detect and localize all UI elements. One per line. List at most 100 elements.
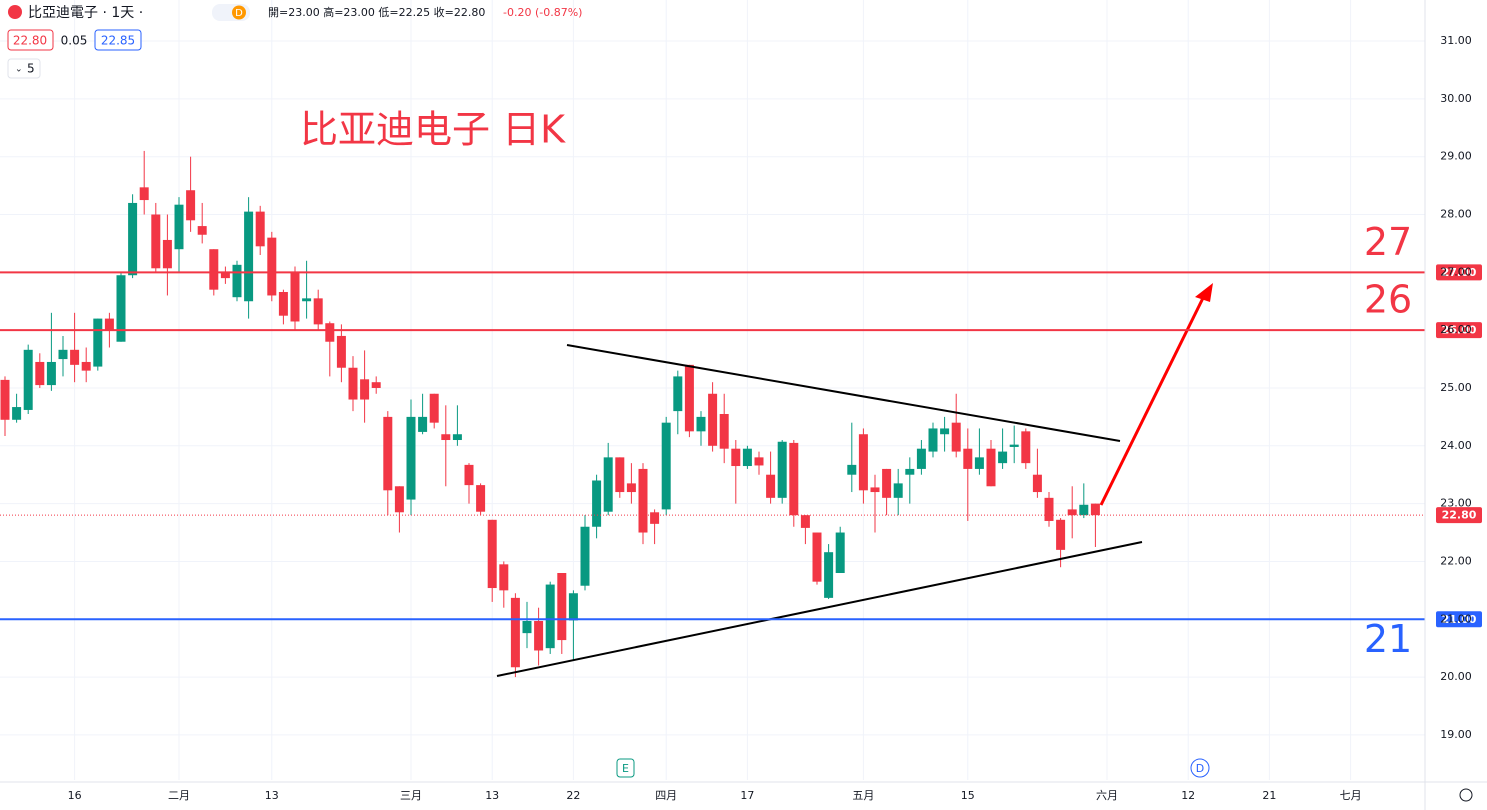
y-tick-label: 31.00 (1440, 34, 1472, 47)
candle-body (754, 457, 764, 466)
y-tick-label: 30.00 (1440, 92, 1472, 105)
symbol-icon[interactable] (8, 5, 22, 19)
overlay: 27 27.00 26 26.00 21 21.00 22.80 (0, 220, 1482, 661)
candle-body (777, 441, 787, 498)
bid-box[interactable] (7, 29, 54, 51)
candle-body (371, 382, 381, 388)
candle-body (789, 442, 799, 516)
candle-body (418, 416, 428, 432)
indicator-box[interactable] (7, 58, 41, 79)
candle-body (220, 272, 230, 279)
candle-body (35, 361, 45, 386)
candle-body (800, 515, 810, 528)
candle-body (510, 597, 520, 668)
candle-body (847, 464, 857, 475)
x-tick-label: 13 (485, 789, 499, 802)
candle-body (244, 211, 254, 302)
candle-body (429, 393, 439, 423)
candle-body (870, 487, 880, 493)
badge: D (235, 8, 243, 19)
level-axis-label: 26.00 (1442, 324, 1477, 337)
x-tick-label: 22 (566, 789, 580, 802)
candle-body (916, 448, 926, 469)
candle-body (719, 413, 729, 449)
candle-body (812, 532, 822, 582)
candle-body (986, 448, 996, 487)
trend-line-upper (566, 344, 1121, 442)
indicator-chevron: ⌄ (15, 65, 23, 75)
candle-body (974, 457, 984, 469)
level-axis-label: 21.00 (1442, 613, 1477, 626)
candle-body (290, 272, 300, 322)
level-axis-box (1436, 322, 1482, 339)
candle-body (835, 532, 845, 574)
ask[interactable]: 22.85 (101, 34, 135, 48)
event-dividend-circle[interactable] (1190, 758, 1210, 778)
candle-body (963, 448, 973, 469)
candle-body (557, 573, 567, 641)
candle-body (325, 323, 335, 342)
candle-body (893, 483, 903, 498)
candle-body (58, 349, 68, 360)
indicator[interactable]: 5 (27, 62, 35, 76)
candle-body (0, 379, 10, 420)
candle-body (162, 239, 172, 269)
x-tick-label: 17 (740, 789, 754, 802)
candle-body (406, 416, 416, 500)
x-tick-label: 六月 (1096, 789, 1118, 802)
candle-body (661, 422, 671, 510)
event-dividend[interactable]: D (1196, 762, 1204, 775)
candle-body (1044, 497, 1054, 521)
candle-body (197, 226, 207, 235)
candle-body (394, 486, 404, 513)
candle-body (1090, 503, 1100, 516)
candle-body (348, 367, 358, 400)
candle-body (731, 448, 741, 467)
y-tick-label: 26.00 (1440, 323, 1472, 336)
level-axis-box (1436, 611, 1482, 628)
ask-box[interactable] (94, 29, 142, 51)
level-axis-box (1436, 264, 1482, 281)
candle-body (951, 422, 961, 452)
candle-body (568, 593, 578, 621)
candle-body (858, 434, 868, 491)
symbol[interactable]: 比亞迪電子 · 1天 · (28, 5, 143, 21)
grid (0, 0, 1425, 780)
candle-body (615, 457, 625, 493)
candle-body (626, 483, 636, 493)
candle-body (23, 349, 33, 410)
candle-body (545, 584, 555, 649)
event-earnings[interactable]: E (622, 762, 629, 775)
y-tick-label: 25.00 (1440, 381, 1472, 394)
candle-body (441, 434, 451, 441)
candle-body (116, 275, 126, 342)
candle-body (174, 204, 184, 250)
level-label: 21 (1364, 617, 1412, 661)
y-tick-label: 27.00 (1440, 265, 1472, 278)
badge-dot (232, 5, 246, 20)
candle-body (940, 428, 950, 435)
candle-body (487, 519, 497, 589)
candle-body (360, 379, 370, 400)
candle-body (522, 620, 532, 634)
candle-body (476, 485, 486, 512)
candle-body (151, 214, 161, 269)
candle-body (696, 416, 706, 432)
candle-body (336, 335, 346, 368)
settings-icon[interactable] (1459, 788, 1473, 802)
event-earnings-box[interactable] (616, 758, 635, 778)
x-tick-label: 21 (1262, 789, 1276, 802)
y-tick-label: 21.00 (1440, 612, 1472, 625)
candle-body (1009, 444, 1019, 447)
x-tick-label: 12 (1181, 789, 1195, 802)
level-label: 26 (1364, 278, 1412, 322)
candle-body (452, 434, 462, 441)
candle-body (592, 480, 602, 527)
candle-body (499, 564, 509, 591)
x-tick-label: 三月 (400, 789, 422, 802)
candle-body (1032, 474, 1042, 493)
candle-body (46, 361, 56, 386)
bid[interactable]: 22.80 (13, 34, 47, 48)
candle-body (534, 620, 544, 651)
